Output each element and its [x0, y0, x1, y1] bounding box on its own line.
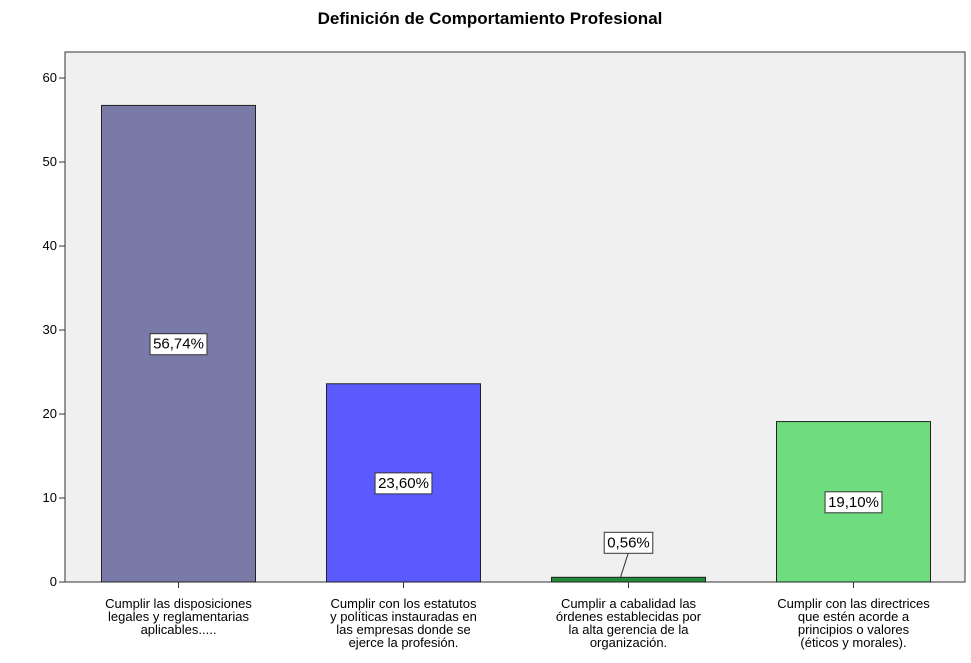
y-tick-label: 0	[50, 574, 57, 589]
x-tick-label: Cumplir con las directrices que estén aco…	[777, 596, 930, 650]
data-label-box	[374, 472, 433, 495]
x-tick-label: Cumplir las disposiciones legales y regla…	[105, 596, 252, 637]
data-label-box	[149, 333, 208, 356]
data-label: 19,10%	[828, 494, 879, 511]
data-label: 23,60%	[378, 475, 429, 492]
chart-title: Definición de Comportamiento Profesional	[318, 9, 663, 28]
x-tick-label: Cumplir a cabalidad las órdenes estableci…	[556, 596, 702, 650]
y-tick-label: 50	[43, 154, 57, 169]
data-label: 56,74%	[153, 336, 204, 353]
y-tick-label: 30	[43, 322, 57, 337]
bar	[551, 576, 706, 583]
y-tick-label: 40	[43, 238, 57, 253]
x-tick-label: Cumplir con los estatutos y políticas ins…	[330, 596, 477, 650]
label-leader	[620, 552, 629, 578]
y-tick-label: 20	[43, 406, 57, 421]
data-label: 0,56%	[607, 534, 650, 551]
data-label-box	[824, 491, 883, 514]
data-label-box	[603, 531, 654, 554]
y-tick-label: 60	[43, 70, 57, 85]
y-tick-label: 10	[43, 490, 57, 505]
